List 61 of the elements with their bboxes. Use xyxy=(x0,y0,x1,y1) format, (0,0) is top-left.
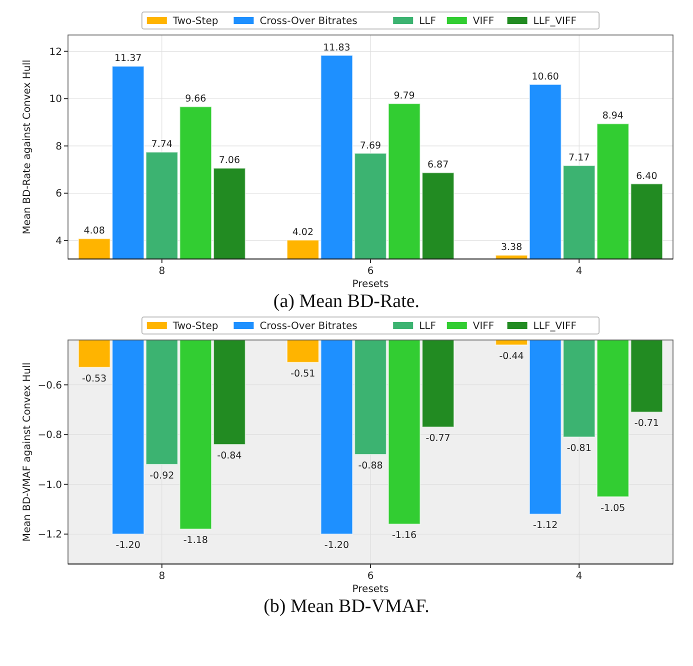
data-label: -0.71 xyxy=(634,418,659,430)
data-label: 4.08 xyxy=(84,226,105,237)
data-label: -0.44 xyxy=(499,350,524,362)
data-label: 6.87 xyxy=(427,160,449,171)
data-label: -1.20 xyxy=(324,540,350,552)
y-tick-label: 10 xyxy=(49,94,62,106)
x-axis-title: Presets xyxy=(352,584,389,595)
y-tick-label: −1.2 xyxy=(38,530,62,541)
data-label: 9.66 xyxy=(185,94,206,105)
data-label: 7.74 xyxy=(151,139,172,150)
data-label: 7.17 xyxy=(568,152,590,164)
legend-label: Two-Step xyxy=(172,16,218,27)
data-label: -1.20 xyxy=(116,540,140,552)
data-label: 8.94 xyxy=(602,110,624,122)
data-label: 4.02 xyxy=(292,227,314,238)
y-tick-label: 4 xyxy=(56,236,62,248)
data-label: -0.84 xyxy=(217,450,242,462)
legend-label: LLF_VIFF xyxy=(533,321,577,332)
data-label: -0.92 xyxy=(150,470,174,482)
data-label: -1.05 xyxy=(600,502,626,514)
x-tick-label: 4 xyxy=(576,571,582,582)
data-label: -0.88 xyxy=(358,460,383,472)
y-tick-label: 12 xyxy=(49,46,62,58)
data-label: 11.37 xyxy=(114,53,142,64)
x-tick-label: 6 xyxy=(367,571,374,582)
data-label: 7.06 xyxy=(218,155,240,166)
data-label: -0.81 xyxy=(566,443,592,454)
x-tick-label: 8 xyxy=(158,571,166,582)
data-label: 3.38 xyxy=(500,242,522,254)
legend-label: Two-Step xyxy=(172,321,218,332)
y-tick-label: −0.8 xyxy=(38,430,62,442)
x-tick-label: 4 xyxy=(576,266,582,277)
x-axis-title: Presets xyxy=(352,279,389,290)
data-label: -0.77 xyxy=(426,433,450,444)
y-tick-label: −0.6 xyxy=(38,380,62,392)
y-axis-title: Mean BD-Rate against Convex Hull xyxy=(22,60,33,234)
data-label: 10.60 xyxy=(532,71,559,82)
y-tick-label: 8 xyxy=(56,141,62,152)
legend-label: Cross-Over Bitrates xyxy=(260,16,358,27)
data-label: -1.16 xyxy=(392,530,417,542)
data-label: 7.69 xyxy=(360,140,382,152)
data-label: -1.12 xyxy=(533,520,558,532)
y-axis-title: Mean BD-VMAF against Convex Hull xyxy=(22,362,33,542)
text: (a) Mean BD-Rate. xyxy=(273,291,420,312)
data-label: 11.83 xyxy=(323,42,350,54)
x-tick-label: 6 xyxy=(367,266,374,277)
y-tick-label: −1.0 xyxy=(38,480,62,491)
legend-label: LLF xyxy=(419,321,436,332)
legend-label: LLF xyxy=(419,16,436,27)
y-tick-label: 6 xyxy=(56,188,62,200)
data-label: 9.79 xyxy=(394,90,415,102)
data-label: 6.40 xyxy=(636,170,658,182)
legend-label: LLF_VIFF xyxy=(533,16,577,27)
x-tick-label: 8 xyxy=(158,266,166,277)
legend-label: VIFF xyxy=(472,321,494,332)
data-label: -1.18 xyxy=(183,535,208,546)
text: (b) Mean BD-VMAF. xyxy=(264,596,430,617)
data-label: -0.51 xyxy=(290,368,316,380)
legend-label: Cross-Over Bitrates xyxy=(260,321,358,332)
data-label: -0.53 xyxy=(82,373,107,384)
legend-label: VIFF xyxy=(472,16,494,27)
